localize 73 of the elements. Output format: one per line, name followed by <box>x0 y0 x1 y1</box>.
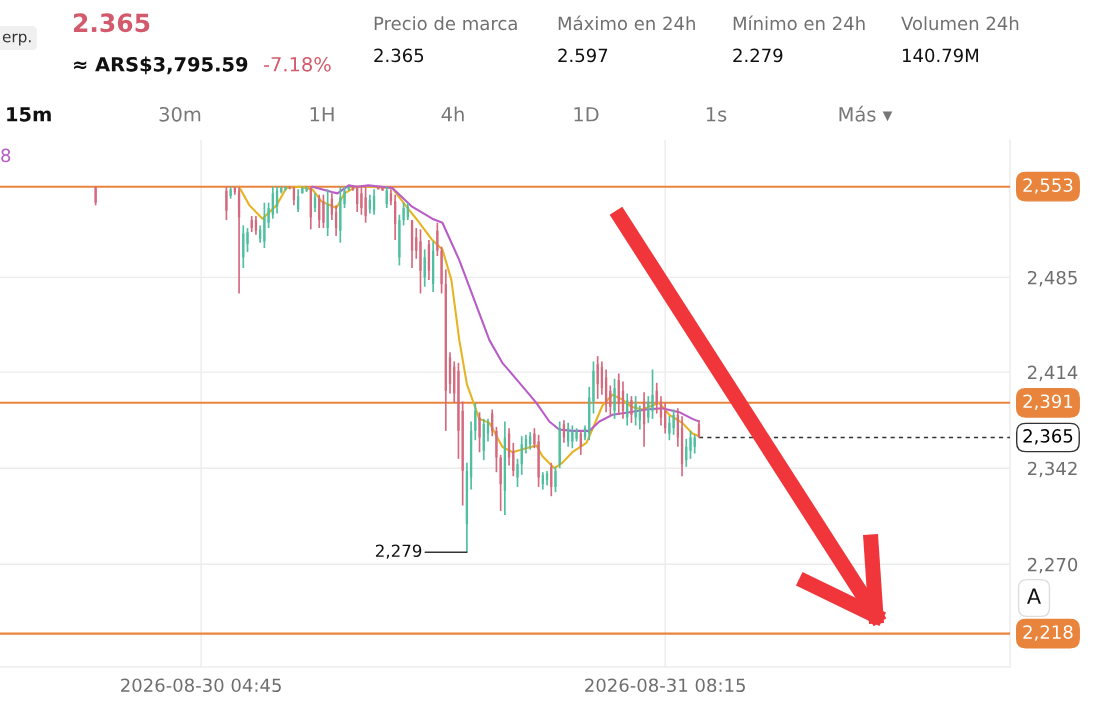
candlestick <box>668 415 671 442</box>
candlestick <box>415 227 418 260</box>
candlestick <box>592 360 595 415</box>
text: Máximo en 24h <box>558 15 695 31</box>
text: 1s <box>706 107 727 122</box>
candlestick <box>419 228 422 295</box>
candlestick <box>478 411 481 454</box>
candlestick <box>457 361 460 460</box>
text: 15m <box>7 107 51 122</box>
candlestick <box>364 185 367 224</box>
candlestick <box>94 185 97 207</box>
text: 30m <box>159 106 201 122</box>
candlestick <box>343 185 346 209</box>
candlestick <box>360 185 363 216</box>
candlestick <box>440 245 443 295</box>
y-tick-label: 2,414 <box>1027 365 1078 382</box>
y-tick-label: 2,485 <box>1027 270 1077 287</box>
x-tick-label: 2026-08-31 08:15 <box>585 678 745 693</box>
candlestick <box>672 408 675 436</box>
candlestick <box>571 424 574 450</box>
candlestick <box>305 185 308 193</box>
candlestick <box>689 430 692 460</box>
candlestick <box>284 185 287 192</box>
y-tick-label: 2,342 <box>1027 461 1077 478</box>
text: 1H <box>310 107 334 122</box>
text: Volumen 24h <box>901 16 1019 31</box>
candlestick <box>402 201 405 227</box>
candlestick <box>613 377 616 420</box>
candlestick <box>634 395 637 427</box>
ref-line-label: 2,218 <box>1023 625 1073 641</box>
candlestick <box>566 422 570 448</box>
candlestick <box>537 434 540 488</box>
text: 2.365 <box>73 13 150 33</box>
text: 140.79M <box>902 48 978 63</box>
x-tick-label: 2026-08-30 04:45 <box>121 678 281 693</box>
text: A <box>1027 588 1041 604</box>
candlestick <box>246 227 249 253</box>
text: Más ▾ <box>839 105 893 122</box>
candlestick <box>659 395 663 427</box>
candlestick <box>630 395 633 424</box>
text: 2.279 <box>733 48 783 63</box>
ref-line-label: 2,391 <box>1023 394 1073 410</box>
candlestick <box>263 201 266 249</box>
text: 2.597 <box>558 48 608 63</box>
candlestick <box>554 466 557 494</box>
ref-line-label: 2,365 <box>1023 429 1073 445</box>
text: 1D <box>574 107 599 122</box>
text: ≈ ARS$3,795.59 <box>74 56 248 75</box>
candlestick <box>575 427 578 443</box>
text: Precio de marca <box>374 16 517 31</box>
text: Mínimo en 24h <box>733 15 865 31</box>
candlestick <box>225 185 228 221</box>
annotation: 2,279 <box>375 544 422 559</box>
text: erp. <box>2 33 31 46</box>
candlestick <box>322 193 325 229</box>
candlestick <box>229 185 232 200</box>
text: 2.365 <box>374 48 424 63</box>
text: 4h <box>441 106 464 122</box>
candlestick <box>647 395 650 424</box>
candlestick <box>398 213 401 267</box>
candlestick <box>562 419 566 444</box>
candlestick <box>499 454 502 512</box>
ref-line-label: 2,553 <box>1023 178 1073 194</box>
annotation: 8 <box>1 148 11 163</box>
candlestick <box>495 426 498 474</box>
candlestick <box>381 185 384 192</box>
candlestick <box>651 368 654 420</box>
candlestick <box>626 392 629 427</box>
candlestick <box>516 458 519 488</box>
y-tick-label: 2,270 <box>1027 557 1078 574</box>
text: -7.18% <box>263 56 331 72</box>
candlestick <box>301 185 304 195</box>
candlestick <box>436 221 439 257</box>
